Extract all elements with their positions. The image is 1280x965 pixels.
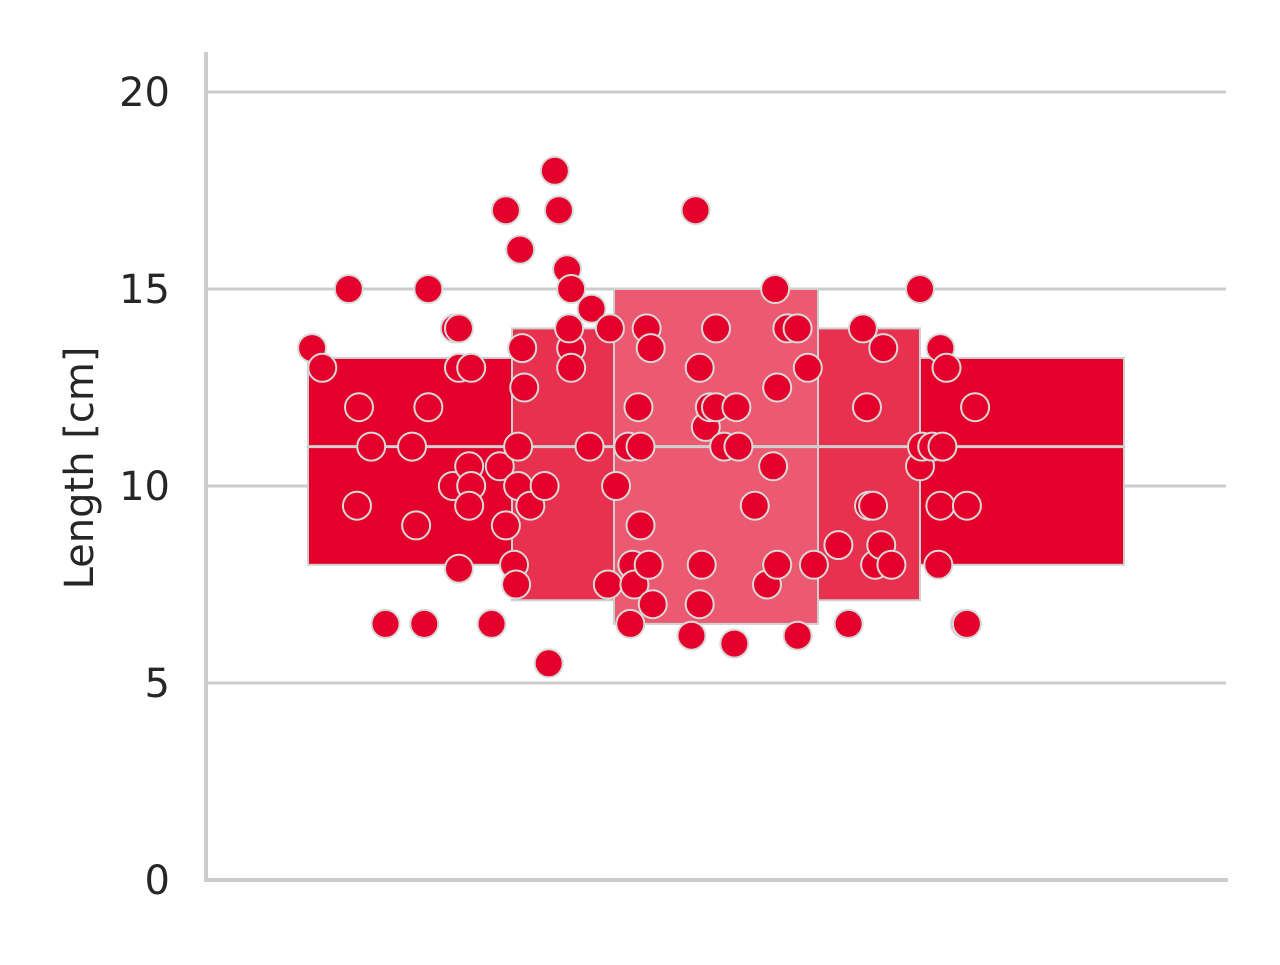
data-point [490, 195, 521, 226]
data-point [625, 431, 656, 462]
data-point [409, 608, 440, 639]
data-point [931, 352, 962, 383]
data-point [623, 392, 654, 423]
axis-layer [204, 52, 1228, 882]
data-point [686, 549, 717, 580]
data-point [823, 530, 854, 561]
data-point [574, 431, 605, 462]
data-point [792, 352, 823, 383]
data-point [951, 490, 982, 521]
y-tick-label: 15 [119, 267, 170, 313]
data-point [370, 608, 401, 639]
data-point [576, 293, 607, 324]
data-point [529, 471, 560, 501]
data-point [905, 274, 935, 304]
data-point [680, 195, 711, 226]
data-point [307, 352, 338, 383]
data-point [594, 313, 625, 344]
data-point [637, 589, 668, 620]
data-point [484, 451, 515, 482]
data-point [723, 431, 754, 462]
data-point [684, 589, 715, 620]
points-layer [297, 155, 991, 679]
data-point [739, 490, 770, 521]
data-point [509, 372, 540, 403]
data-point [413, 274, 444, 304]
data-point [476, 608, 507, 639]
data-point [401, 510, 432, 541]
data-point [443, 553, 474, 584]
y-tick-label: 10 [119, 464, 170, 510]
data-point [684, 352, 715, 383]
data-point [341, 490, 372, 521]
y-tick-label: 20 [119, 70, 170, 116]
data-point [925, 490, 956, 521]
data-point [490, 510, 521, 541]
data-point [876, 549, 907, 580]
data-point [762, 549, 793, 580]
data-point [833, 608, 864, 639]
data-point [501, 569, 532, 600]
data-point [868, 333, 899, 364]
data-point [356, 431, 387, 462]
data-point [413, 392, 444, 423]
data-point [923, 549, 954, 580]
data-point [847, 313, 878, 344]
y-tick-labels: 0 5 10 15 20 [119, 70, 170, 904]
data-point [676, 620, 707, 651]
data-point [798, 549, 829, 580]
data-point [782, 313, 813, 344]
data-point [454, 490, 485, 521]
data-point [539, 155, 570, 186]
data-point [782, 620, 813, 651]
data-point [601, 471, 632, 501]
data-point [927, 431, 958, 462]
data-point [760, 274, 791, 304]
y-tick-label: 5 [145, 661, 170, 707]
data-point [951, 608, 982, 639]
data-point [635, 333, 666, 364]
data-point [592, 569, 623, 600]
data-point [443, 313, 474, 344]
y-axis-label: Length [cm] [57, 347, 103, 590]
data-point [625, 510, 656, 541]
data-point [758, 451, 789, 482]
data-point [397, 431, 428, 462]
data-point [554, 313, 585, 344]
data-point [503, 431, 534, 462]
data-point [858, 490, 889, 521]
data-point [633, 549, 664, 580]
data-point [721, 392, 752, 423]
data-point [556, 352, 587, 383]
data-point [333, 274, 364, 304]
data-point [533, 648, 564, 679]
data-point [960, 392, 991, 423]
data-point [701, 313, 731, 344]
data-point [543, 195, 574, 226]
data-point [456, 352, 487, 383]
data-point [556, 274, 587, 304]
data-point [505, 234, 536, 265]
y-tick-label: 0 [145, 858, 170, 904]
data-point [851, 392, 882, 423]
data-point [762, 372, 793, 403]
data-point [507, 333, 538, 364]
data-point [344, 392, 374, 423]
data-point [615, 608, 646, 639]
data-point [719, 628, 750, 659]
